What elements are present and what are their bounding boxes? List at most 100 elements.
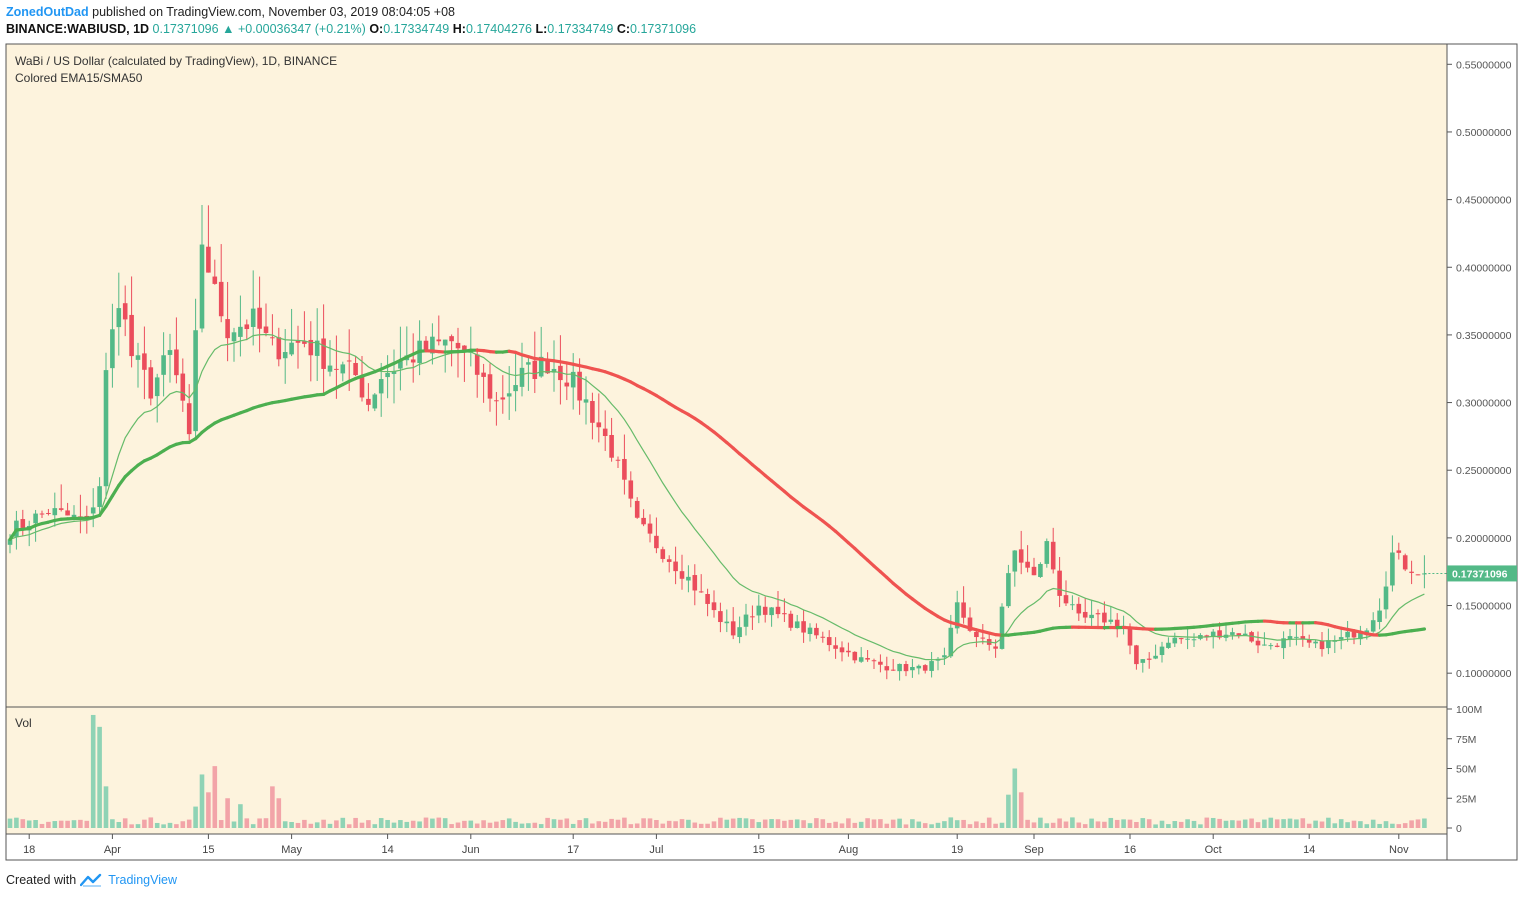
symbol-label: BINANCE:WABIUSD, 1D [6,22,150,36]
candle-body [186,403,192,435]
current-price-tag: 0.17371096 [1424,565,1517,582]
volume-bar [1300,818,1306,828]
time-tick-label: Sep [1024,844,1044,856]
volume-bar [78,819,83,828]
candle-body [1210,631,1216,637]
candle-body [846,650,851,653]
candle-body [1031,566,1037,576]
candle-body [385,372,390,378]
volume-bar [65,820,70,828]
candle-body [910,666,915,671]
candle-body [225,319,230,339]
volume-bar [462,820,467,828]
volume-bar [1402,823,1408,828]
volume-bar [308,823,314,828]
volume-tick-label: 0 [1456,823,1462,835]
candle-body [449,336,454,342]
candle-body [430,336,435,354]
time-tick-label: 15 [753,844,765,856]
time-tick-label: 15 [202,844,214,856]
candle-body [1185,638,1190,640]
price-tick-label: 0.30000000 [1456,398,1512,410]
author-link[interactable]: ZonedOutDad [6,5,89,19]
volume-axis[interactable]: 100M 75M 50M 25M 0 [1447,704,1482,835]
volume-bar [922,823,928,828]
volume-bar [430,818,435,828]
volume-bar [679,819,685,828]
candle-body [1326,640,1331,649]
volume-bar [263,818,269,828]
volume-bar [1018,792,1024,828]
volume-bar [1166,824,1171,828]
time-tick-label: Oct [1205,844,1222,856]
volume-bar [743,818,749,828]
candle-body [654,535,659,549]
footer: Created with TradingView [6,873,177,887]
volume-bar [103,786,109,828]
volume-bar [110,819,115,828]
volume-bar [20,819,26,828]
volume-bar [615,819,621,828]
candle-body [366,398,371,405]
tradingview-brand[interactable]: TradingView [108,873,177,887]
candle-body [839,647,845,653]
time-tick-label: 18 [23,844,35,856]
candle-body [634,500,640,518]
candle-body [775,606,781,615]
high-key: H: [452,22,466,36]
time-axis[interactable]: 18 Apr 15 May 14 Jun 17 Jul 15 Aug 19 Sep 16 Oct 14 Nov [23,834,1409,856]
candle-body [308,339,314,356]
volume-bar [378,818,384,828]
candle-body [711,602,717,611]
volume-bar [890,819,896,828]
volume-bar [513,821,518,828]
volume-bar [1038,817,1043,828]
volume-bar [1287,818,1293,828]
volume-bar [1082,824,1088,828]
volume-bar [583,818,589,828]
volume-bar [1422,818,1427,828]
candle-body [270,337,275,339]
candle-body [724,621,730,624]
candle-body [1153,655,1158,659]
volume-bar [148,817,154,828]
volume-bar [929,824,934,828]
candle-body [20,519,26,528]
price-axis[interactable]: 0.55000000 0.50000000 0.45000000 0.40000000… [1447,59,1512,680]
candle-body [122,303,128,320]
candle-body [730,621,736,636]
time-tick-label: Jul [649,844,663,856]
candle-body [615,459,621,461]
candle-body [596,422,602,428]
price-tick-label: 0.20000000 [1456,533,1512,545]
volume-bar [276,798,282,828]
candle-body [628,480,634,499]
volume-bar [1076,822,1082,828]
candle-body [71,514,77,519]
candle-body [1070,604,1075,606]
candle-body [167,350,173,355]
candle-body [1338,637,1344,640]
candle-body [545,359,550,374]
price-tick-label: 0.45000000 [1456,195,1512,207]
volume-bar [238,804,243,828]
volume-bar [1210,817,1216,828]
candle-body [1172,637,1178,644]
candle-body [583,399,589,403]
sma50-segment [110,483,121,498]
volume-bar [257,818,262,828]
candle-body [1230,632,1235,635]
volume-bar [346,824,352,828]
candle-body [1178,638,1184,640]
chart-canvas[interactable]: 0.55000000 0.50000000 0.45000000 0.40000000… [0,0,1525,870]
volume-bar [1063,821,1069,828]
candle-body [436,339,442,342]
candle-body [878,661,883,665]
volume-bar [199,774,205,828]
candle-body [1076,603,1082,614]
candle-body [967,617,973,631]
candle-body [782,613,787,615]
volume-bar [916,821,922,828]
candle-body [954,602,960,629]
candle-body [340,364,346,374]
